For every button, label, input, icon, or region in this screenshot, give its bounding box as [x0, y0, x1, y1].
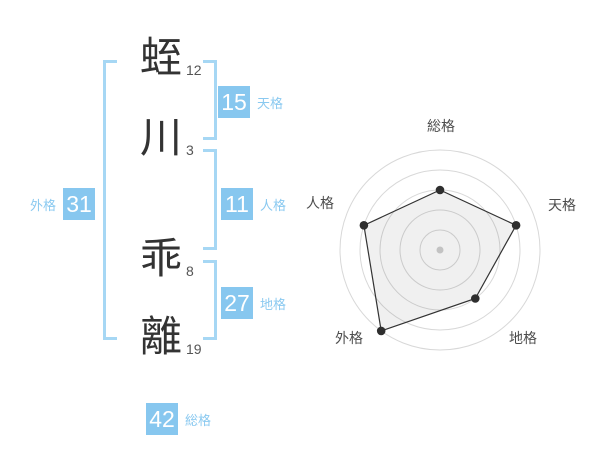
stroke-count: 19: [186, 341, 202, 357]
chikaku-value-badge: 27: [221, 287, 253, 319]
jinkaku-value-badge: 11: [221, 188, 253, 220]
gaikaku-label: 外格: [30, 197, 57, 213]
gaikaku-value-badge: 31: [63, 188, 96, 220]
jinkaku-bracket: [203, 149, 217, 250]
gaikaku-bracket: [103, 60, 117, 340]
name-character-row: 蛭 12: [139, 37, 202, 79]
radar-chart-container: 総格 天格 地格 外格 人格: [290, 100, 590, 400]
stroke-count: 3: [186, 142, 194, 158]
name-character-row: 乖 8: [139, 238, 194, 280]
tenkaku-label: 天格: [257, 95, 284, 111]
kanji-character: 川: [139, 114, 182, 161]
chikaku-badge-group: 27 地格: [221, 287, 286, 319]
gaikaku-badge-group: 外格 31: [30, 188, 96, 220]
jinkaku-label: 人格: [260, 197, 287, 213]
kanji-character: 蛭: [139, 34, 182, 81]
soukaku-badge-group: 42 総格: [146, 403, 211, 435]
tenkaku-badge-group: 15 天格: [218, 86, 283, 118]
jinkaku-badge-group: 11 人格: [221, 188, 286, 220]
name-character-row: 川 3: [139, 117, 194, 159]
soukaku-value-badge: 42: [146, 403, 178, 435]
radar-axis-label-gaikaku: 外格: [335, 330, 363, 346]
radar-axis-label-tenkaku: 天格: [548, 197, 576, 213]
radar-chart: [339, 149, 541, 351]
chikaku-label: 地格: [260, 296, 287, 312]
kanji-character: 乖: [139, 235, 182, 282]
name-character-row: 離 19: [139, 316, 202, 358]
chikaku-bracket: [203, 260, 217, 340]
radar-axis-label-chikaku: 地格: [509, 330, 537, 346]
stroke-count: 8: [186, 263, 194, 279]
tenkaku-bracket: [203, 60, 217, 140]
kanji-character: 離: [139, 313, 182, 360]
tenkaku-value-badge: 15: [218, 86, 250, 118]
radar-axis-label-jinkaku: 人格: [306, 195, 334, 211]
soukaku-label: 総格: [185, 412, 212, 428]
radar-axis-label-soukaku: 総格: [427, 118, 455, 134]
stroke-count: 12: [186, 62, 202, 78]
